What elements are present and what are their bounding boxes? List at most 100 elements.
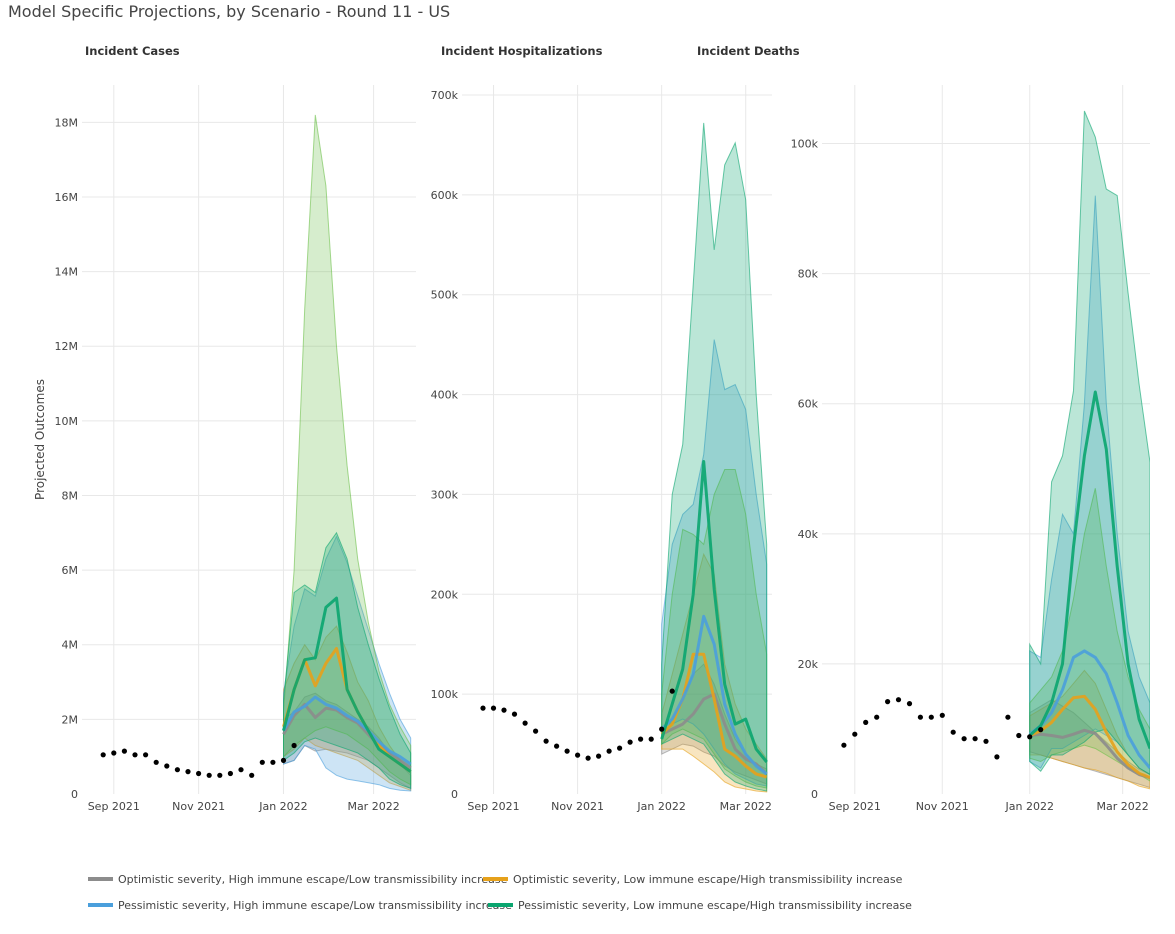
panel-0: Incident Cases 0 2M 4M 6M 8M 10M 12M 14M 16M 18M Se… xyxy=(33,44,416,813)
observed-point xyxy=(564,748,570,754)
observed-point xyxy=(1016,732,1022,739)
y-tick-label: 2M xyxy=(62,713,79,726)
observed-point xyxy=(950,729,956,735)
observed-point xyxy=(648,736,654,742)
observed-point xyxy=(522,720,528,726)
panel-title: Incident Deaths xyxy=(697,44,800,58)
y-tick-label: 14M xyxy=(55,266,79,279)
observed-point xyxy=(259,759,265,765)
observed-point xyxy=(575,752,581,758)
series-pessimistic_high_escape xyxy=(1028,649,1150,769)
y-tick-label: 6M xyxy=(62,564,79,577)
y-tick-label: 8M xyxy=(62,489,79,502)
band-optimistic_low_escape xyxy=(661,552,768,793)
observed-point xyxy=(972,736,978,742)
y-tick-label: 700k xyxy=(431,89,459,102)
observed-point xyxy=(1027,734,1033,740)
band-pessimistic_low_escape xyxy=(1029,110,1150,776)
series-pessimistic_low_escape xyxy=(1028,390,1150,750)
y-tick-label: 16M xyxy=(55,191,79,204)
observed-point xyxy=(863,719,869,726)
legend: Optimistic severity, High immune escape/… xyxy=(88,873,912,912)
observed-point xyxy=(928,714,934,720)
observed-point xyxy=(1038,727,1044,733)
y-tick-label: 600k xyxy=(431,189,459,202)
observed-point xyxy=(638,736,644,742)
series-pessimistic_low_escape xyxy=(660,460,768,763)
x-tick-label: Jan 2022 xyxy=(1005,800,1054,813)
y-axis-label: Projected Outcomes xyxy=(33,379,47,500)
observed-point xyxy=(596,753,602,759)
observed-point xyxy=(543,738,549,744)
band-pessimistic_high_escape xyxy=(283,535,412,792)
x-tick-label: Jan 2022 xyxy=(258,800,307,813)
y-tick-label: 40k xyxy=(798,528,819,541)
observed-point xyxy=(994,754,1000,760)
y-tick-label: 100k xyxy=(431,688,459,701)
observed-point xyxy=(606,748,612,754)
observed-point xyxy=(1005,714,1011,720)
y-tick-label: 18M xyxy=(55,116,79,129)
observed-point xyxy=(961,736,967,742)
y-tick-label: 0 xyxy=(71,788,78,801)
observed-point xyxy=(852,731,858,737)
plot-area xyxy=(100,114,412,792)
observed-point xyxy=(270,759,276,765)
observed-point xyxy=(185,769,191,775)
observed-point xyxy=(227,770,233,777)
observed-point xyxy=(217,772,223,778)
panel-2: Incident Deaths 0 20k 40k 60k 80k 100k Sep 2021… xyxy=(697,44,1150,813)
legend-item[interactable]: Optimistic severity, Low immune escape/H… xyxy=(483,873,903,886)
observed-point xyxy=(164,763,170,769)
observed-point xyxy=(874,714,880,720)
x-tick-label: Nov 2021 xyxy=(916,800,969,813)
panel-title: Incident Hospitalizations xyxy=(441,44,603,58)
observed-point xyxy=(121,748,127,754)
series-optimistic_high_escape xyxy=(1029,728,1150,780)
observed-point xyxy=(617,745,623,751)
observed-point xyxy=(143,752,149,758)
y-tick-label: 12M xyxy=(55,340,79,353)
legend-item[interactable]: Optimistic severity, High immune escape/… xyxy=(88,873,508,886)
observed-point xyxy=(917,714,924,720)
y-tick-label: 20k xyxy=(798,658,819,671)
observed-point xyxy=(196,770,202,777)
observed-point xyxy=(906,701,913,707)
plot-area xyxy=(841,110,1150,790)
band-pessimistic_high_escape xyxy=(1029,195,1150,776)
y-tick-label: 200k xyxy=(431,588,459,601)
panel-1: Incident Hospitalizations 0 100k 200k 300k 40… xyxy=(431,44,772,813)
y-tick-label: 500k xyxy=(431,289,459,302)
observed-point xyxy=(627,739,633,745)
legend-label: Pessimistic severity, High immune escape… xyxy=(118,899,512,912)
observed-point xyxy=(983,738,989,744)
observed-point xyxy=(249,772,255,778)
x-tick-label: Jan 2022 xyxy=(636,800,685,813)
legend-item[interactable]: Pessimistic severity, Low immune escape/… xyxy=(488,899,912,912)
observed-point xyxy=(659,726,665,732)
observed-point xyxy=(100,752,106,758)
x-tick-label: Sep 2021 xyxy=(829,800,881,813)
legend-item[interactable]: Pessimistic severity, High immune escape… xyxy=(88,899,512,912)
observed-point xyxy=(533,728,539,734)
observed-point xyxy=(153,759,159,765)
x-tick-label: Sep 2021 xyxy=(467,800,519,813)
observed-point xyxy=(291,742,297,749)
panel-title: Incident Cases xyxy=(85,44,180,58)
series-optimistic_low_escape xyxy=(1029,694,1150,780)
x-tick-label: Mar 2022 xyxy=(1097,800,1149,813)
legend-label: Optimistic severity, Low immune escape/H… xyxy=(513,873,903,886)
observed-point xyxy=(511,711,518,717)
x-tick-label: Mar 2022 xyxy=(347,800,399,813)
observed-point xyxy=(280,757,287,764)
legend-label: Optimistic severity, High immune escape/… xyxy=(118,873,508,886)
observed-point xyxy=(206,772,212,778)
y-tick-label: 60k xyxy=(798,398,819,411)
y-tick-label: 80k xyxy=(798,268,819,281)
y-tick-label: 300k xyxy=(431,488,459,501)
y-tick-label: 10M xyxy=(55,415,79,428)
observed-point xyxy=(501,707,507,713)
x-tick-label: Mar 2022 xyxy=(720,800,772,813)
y-tick-label: 100k xyxy=(791,138,819,151)
